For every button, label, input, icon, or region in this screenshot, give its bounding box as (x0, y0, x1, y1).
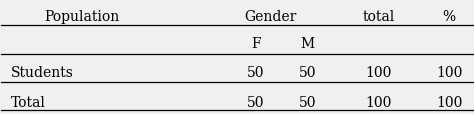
Text: Gender: Gender (244, 10, 296, 24)
Text: 100: 100 (436, 95, 462, 109)
Text: 50: 50 (247, 95, 264, 109)
Text: Students: Students (11, 66, 73, 80)
Text: 50: 50 (247, 66, 264, 80)
Text: Total: Total (11, 95, 46, 109)
Text: %: % (443, 10, 456, 24)
Text: total: total (362, 10, 394, 24)
Text: F: F (251, 37, 261, 51)
Text: 100: 100 (365, 66, 392, 80)
Text: 50: 50 (299, 95, 317, 109)
Text: 100: 100 (436, 66, 462, 80)
Text: 50: 50 (299, 66, 317, 80)
Text: M: M (301, 37, 315, 51)
Text: Population: Population (44, 10, 119, 24)
Text: 100: 100 (365, 95, 392, 109)
